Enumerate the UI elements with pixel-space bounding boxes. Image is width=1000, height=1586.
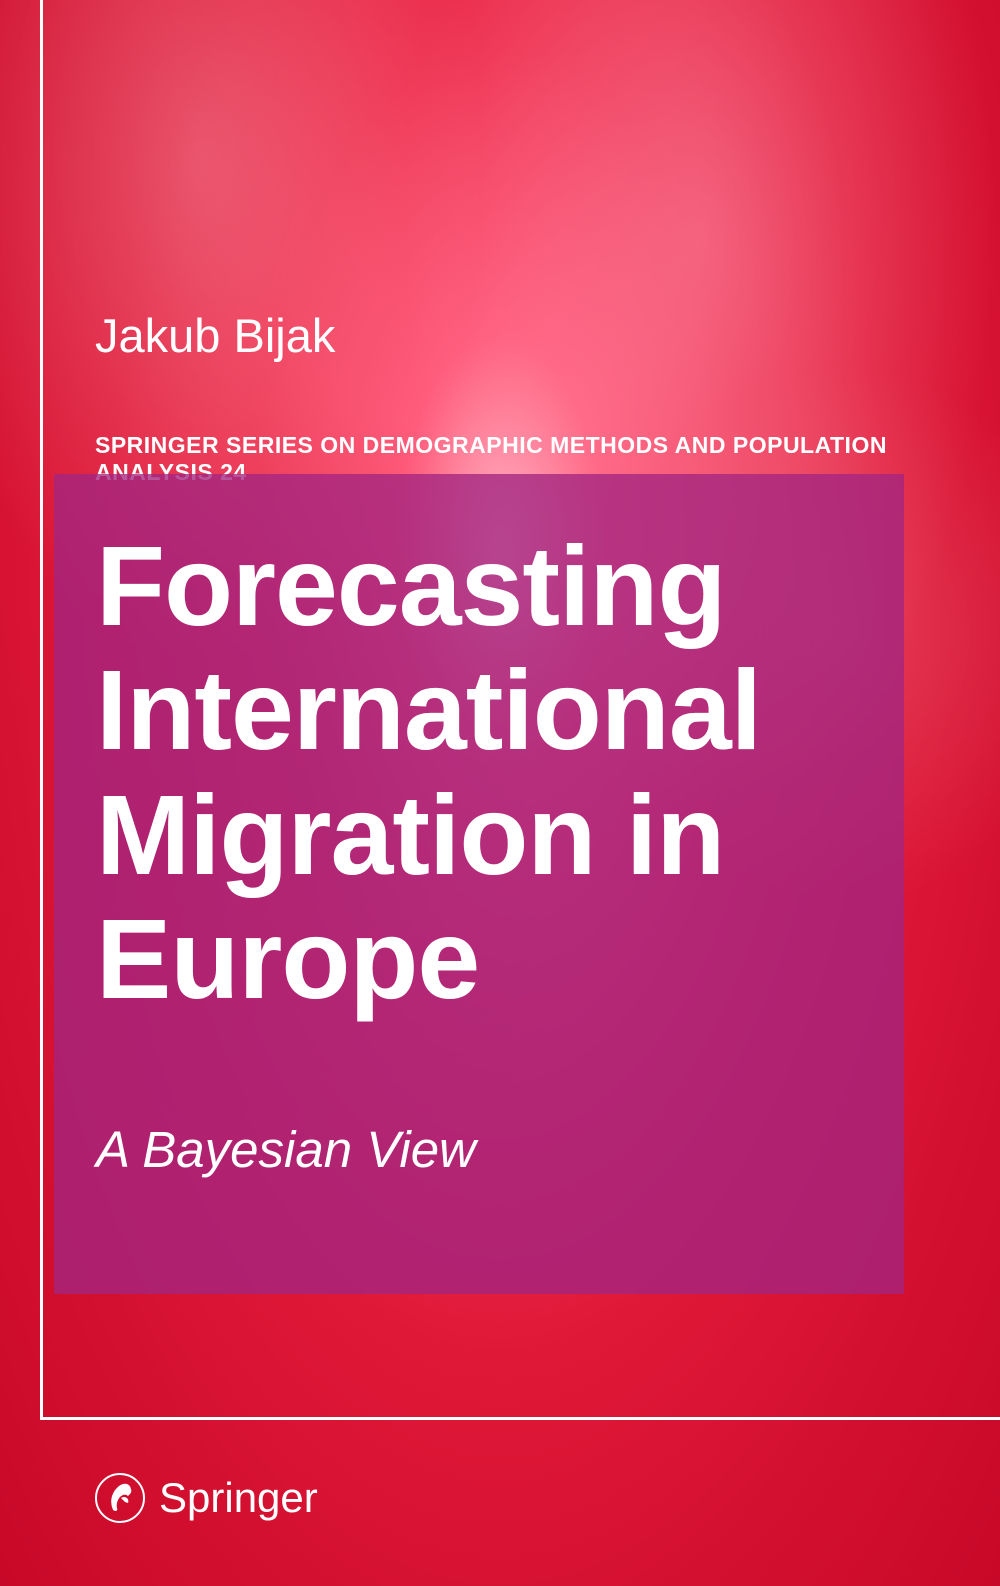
springer-horse-icon	[95, 1468, 145, 1528]
book-cover: Jakub Bijak SPRINGER SERIES ON DEMOGRAPH…	[0, 0, 1000, 1586]
book-subtitle: A Bayesian View	[96, 1120, 476, 1179]
author-name: Jakub Bijak	[95, 308, 335, 363]
publisher-block: Springer	[95, 1468, 318, 1528]
publisher-name: Springer	[159, 1474, 318, 1522]
title-box: Forecasting International Migration in E…	[54, 474, 904, 1294]
book-title: Forecasting International Migration in E…	[96, 524, 864, 1021]
